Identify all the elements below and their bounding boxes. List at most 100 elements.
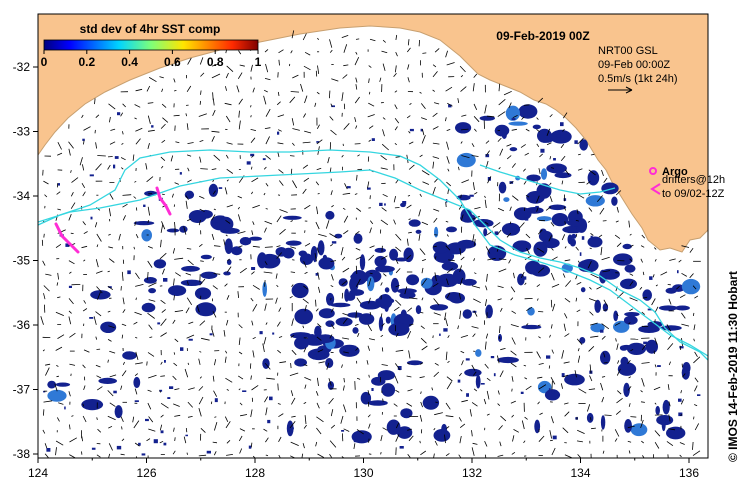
current-arrow xyxy=(252,336,256,340)
current-arrow xyxy=(367,345,370,351)
current-arrow xyxy=(226,440,231,444)
current-arrow xyxy=(681,338,683,347)
current-arrow xyxy=(263,428,268,432)
current-arrow xyxy=(225,350,228,354)
current-arrow xyxy=(159,252,167,260)
current-arrow xyxy=(237,291,239,298)
current-arrow xyxy=(421,278,428,286)
argo-traces xyxy=(54,186,172,254)
current-arrow xyxy=(57,296,61,299)
current-arrow xyxy=(108,325,115,329)
current-arrow xyxy=(199,57,204,65)
variance-patch xyxy=(624,419,632,433)
current-arrow xyxy=(211,233,215,241)
current-arrow xyxy=(264,127,271,129)
current-arrow xyxy=(214,421,218,431)
current-arrow xyxy=(132,154,135,161)
current-arrow xyxy=(471,364,476,371)
current-arrow xyxy=(538,363,544,365)
current-arrow xyxy=(406,47,411,53)
current-arrow xyxy=(693,324,696,331)
current-arrow xyxy=(265,437,269,443)
current-arrow xyxy=(174,310,184,313)
lon-tick-label: 130 xyxy=(353,466,373,480)
current-arrow xyxy=(407,362,410,365)
current-arrow xyxy=(381,347,384,352)
variance-speck xyxy=(485,154,490,158)
current-arrow xyxy=(676,285,680,290)
current-arrow xyxy=(54,383,58,392)
current-arrow xyxy=(238,50,242,55)
current-arrow xyxy=(71,415,74,417)
current-arrow xyxy=(213,390,218,397)
variance-speck xyxy=(677,270,679,274)
current-arrow xyxy=(497,355,500,364)
variance-speck xyxy=(138,442,141,446)
current-arrow xyxy=(459,265,462,273)
current-arrow xyxy=(473,310,478,317)
current-arrow xyxy=(590,153,595,156)
variance-patch xyxy=(367,276,375,292)
current-arrow xyxy=(94,98,96,105)
current-arrow xyxy=(43,409,45,416)
current-arrow xyxy=(660,271,668,276)
current-arrow xyxy=(627,425,635,429)
current-arrow xyxy=(250,375,252,380)
current-arrow xyxy=(108,246,114,249)
current-arrow xyxy=(120,157,126,161)
current-arrow xyxy=(471,285,481,289)
variance-speck xyxy=(164,360,166,363)
current-arrow xyxy=(510,350,517,356)
current-arrow xyxy=(109,116,111,123)
current-arrow xyxy=(121,438,125,442)
current-arrow xyxy=(588,298,597,302)
current-arrow xyxy=(225,115,231,123)
current-arrow xyxy=(292,74,299,79)
variance-speck xyxy=(141,453,146,456)
current-arrow xyxy=(548,235,553,242)
current-arrow xyxy=(226,454,233,456)
current-arrow xyxy=(224,416,229,422)
current-arrow xyxy=(212,109,216,116)
current-arrow xyxy=(447,335,450,339)
current-arrow xyxy=(110,128,116,131)
current-arrow xyxy=(265,454,269,457)
current-arrow xyxy=(653,386,661,391)
current-arrow xyxy=(278,336,283,338)
current-arrow xyxy=(251,385,259,391)
current-arrow xyxy=(550,416,554,424)
current-arrow xyxy=(576,440,583,443)
current-arrow xyxy=(135,351,139,361)
current-arrow xyxy=(355,77,358,83)
current-arrow xyxy=(198,407,202,417)
current-arrow xyxy=(238,351,243,355)
current-arrow xyxy=(445,402,451,410)
current-arrow xyxy=(226,266,232,273)
current-arrow xyxy=(291,349,297,356)
variance-speck xyxy=(367,187,371,190)
current-arrow xyxy=(368,91,371,95)
current-arrow xyxy=(458,454,462,458)
current-arrow xyxy=(486,413,490,416)
current-arrow xyxy=(343,64,349,67)
current-arrow xyxy=(276,245,281,248)
current-arrow xyxy=(199,100,201,105)
current-arrow xyxy=(213,273,221,275)
variance-patch xyxy=(55,382,71,387)
current-arrow xyxy=(447,168,450,172)
current-arrow xyxy=(487,176,492,184)
current-arrow xyxy=(135,88,143,92)
current-arrow xyxy=(545,206,552,211)
drifter-track-north xyxy=(38,149,708,357)
current-arrow xyxy=(68,213,72,221)
current-arrow xyxy=(382,193,388,197)
current-arrow xyxy=(519,222,525,229)
current-arrow xyxy=(681,272,688,277)
current-arrow xyxy=(68,141,74,149)
current-arrow xyxy=(186,334,195,339)
variance-speck xyxy=(269,396,273,401)
current-arrow xyxy=(630,349,634,352)
current-arrow xyxy=(160,224,164,233)
current-arrow xyxy=(278,454,281,458)
variance-speck xyxy=(91,447,96,450)
